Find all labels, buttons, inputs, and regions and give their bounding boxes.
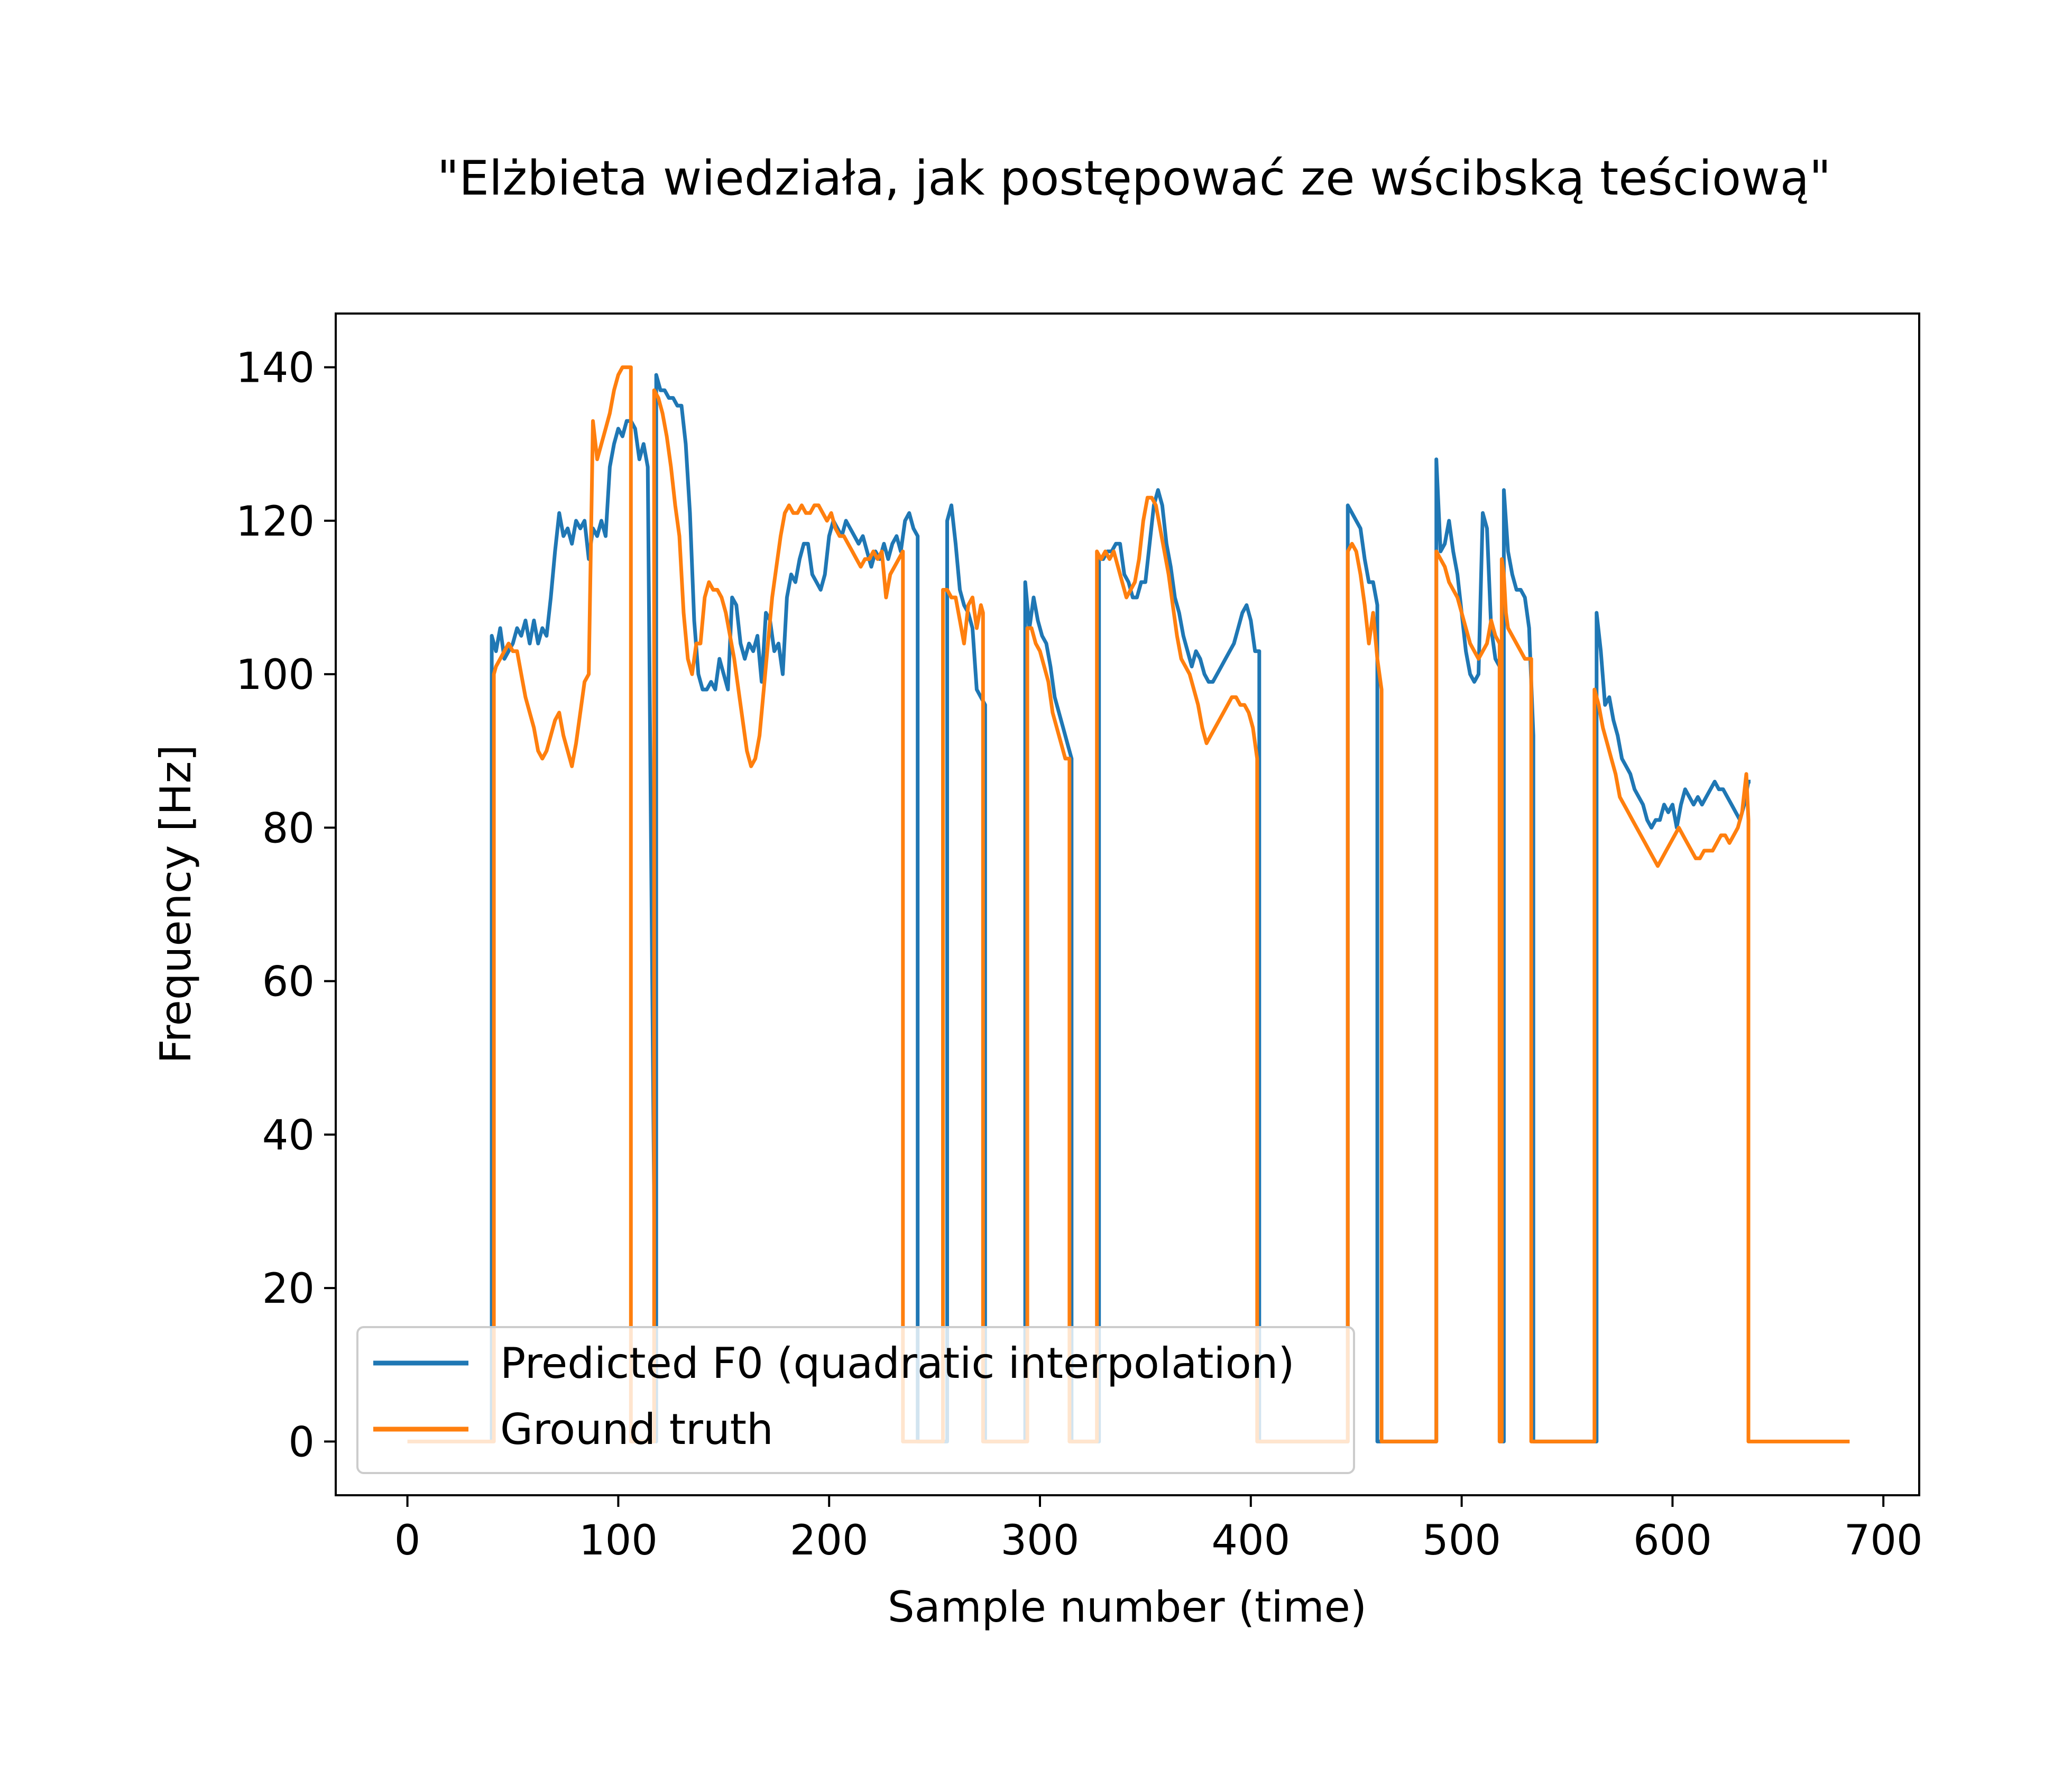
y-tick-label: 100 (236, 651, 315, 699)
plot-area (407, 365, 1850, 1443)
x-tick-label: 0 (394, 1517, 421, 1565)
series-line-ground-truth (407, 365, 1850, 1443)
x-tick-label: 500 (1422, 1517, 1501, 1565)
y-tick-label: 120 (236, 498, 315, 546)
x-tick-label: 600 (1633, 1517, 1712, 1565)
x-tick-label: 700 (1844, 1517, 1923, 1565)
chart-title: "Elżbieta wiedziała, jak postępować ze w… (437, 151, 1831, 206)
x-tick-label: 400 (1211, 1517, 1290, 1565)
series-line-predicted-f0 (490, 373, 1751, 1443)
x-axis-label: Sample number (time) (888, 1582, 1367, 1632)
y-tick-label: 40 (262, 1112, 315, 1160)
x-tick-label: 200 (790, 1517, 869, 1565)
x-tick-label: 300 (1001, 1517, 1080, 1565)
y-tick-label: 60 (262, 959, 315, 1006)
legend: Predicted F0 (quadratic interpolation) G… (356, 1326, 1355, 1474)
y-tick-label: 140 (236, 345, 315, 392)
series-layer (407, 365, 1850, 1443)
y-tick-label: 0 (288, 1419, 315, 1466)
plot-frame (335, 312, 1920, 1496)
y-tick-label: 80 (262, 805, 315, 852)
legend-label-ground-truth: Ground truth (500, 1405, 773, 1454)
legend-box (356, 1326, 1355, 1474)
legend-label-predicted: Predicted F0 (quadratic interpolation) (500, 1339, 1295, 1388)
y-axis-label: Frequency [Hz] (151, 744, 200, 1063)
x-axis-ticks: 0 100 200 300 400 500 600 700 (394, 1495, 1923, 1565)
y-axis-ticks: 0 20 40 60 80 100 120 140 (236, 345, 336, 1466)
x-tick-label: 100 (579, 1517, 658, 1565)
y-tick-label: 20 (262, 1265, 315, 1313)
